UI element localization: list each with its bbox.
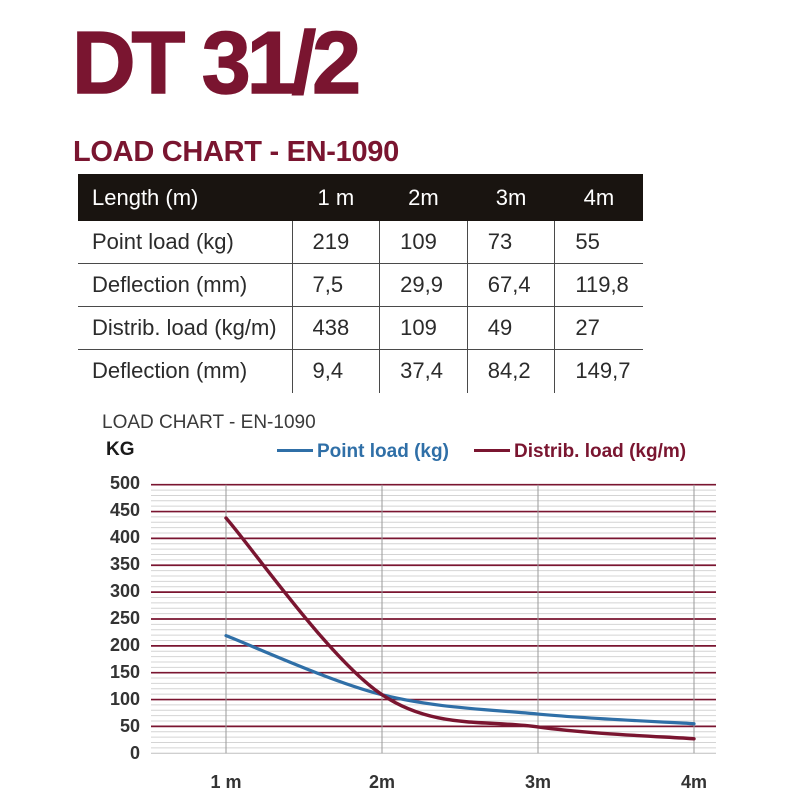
svg-text:500: 500 xyxy=(110,473,140,493)
svg-text:400: 400 xyxy=(110,527,140,547)
svg-text:100: 100 xyxy=(110,689,140,709)
svg-text:0: 0 xyxy=(130,743,140,763)
svg-text:1 m: 1 m xyxy=(210,772,241,792)
svg-text:450: 450 xyxy=(110,500,140,520)
svg-text:150: 150 xyxy=(110,662,140,682)
svg-text:250: 250 xyxy=(110,608,140,628)
svg-text:50: 50 xyxy=(120,716,140,736)
svg-text:200: 200 xyxy=(110,635,140,655)
svg-text:4m: 4m xyxy=(681,772,707,792)
svg-text:2m: 2m xyxy=(369,772,395,792)
svg-text:350: 350 xyxy=(110,554,140,574)
svg-text:300: 300 xyxy=(110,581,140,601)
svg-text:3m: 3m xyxy=(525,772,551,792)
